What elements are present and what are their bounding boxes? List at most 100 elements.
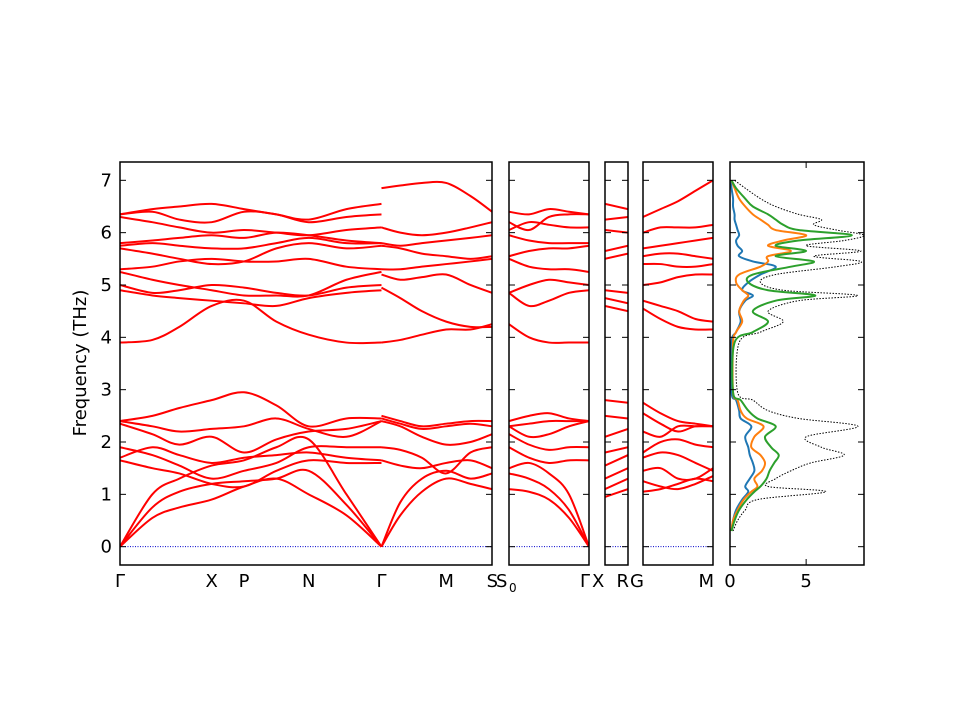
phonon-branch xyxy=(509,234,589,245)
y-tick-label: 3 xyxy=(101,380,112,401)
x-tick-label: M xyxy=(698,571,714,592)
phonon-branch xyxy=(380,286,492,329)
phonon-branch xyxy=(643,475,713,491)
dos-curve xyxy=(730,179,853,532)
phonon-branch xyxy=(509,420,589,439)
phonon-branch xyxy=(605,304,628,313)
phonon-branch xyxy=(120,236,382,250)
phonon-branch xyxy=(509,488,589,548)
phonon-branch xyxy=(509,221,589,231)
phonon-branch xyxy=(509,208,589,216)
phonon-branch xyxy=(381,417,492,430)
phonon-branch xyxy=(120,289,382,308)
x-tick-label: 5 xyxy=(800,571,811,592)
y-tick-label: 7 xyxy=(101,170,112,191)
phonon-branch xyxy=(643,401,713,428)
phonon-branch xyxy=(605,297,628,305)
phonon-branch xyxy=(509,323,589,344)
phonon-branch xyxy=(509,213,589,232)
x-tick-label: M xyxy=(438,571,454,592)
phonon-branch xyxy=(605,427,628,438)
phonon-branch xyxy=(120,202,382,221)
phonon-branch xyxy=(605,454,628,467)
phonon-branch xyxy=(120,231,382,245)
x-tick-label: S xyxy=(496,571,507,592)
phonon-branch xyxy=(605,488,628,498)
phonon-branch xyxy=(381,420,492,446)
phonon-branch xyxy=(605,399,628,404)
phonon-branch xyxy=(120,270,382,298)
phonon-branch xyxy=(120,468,383,548)
phonon-branch xyxy=(643,179,713,218)
y-axis-label: Frequency (THz) xyxy=(70,290,91,437)
phonon-branch xyxy=(605,252,628,260)
phonon-branch xyxy=(381,273,492,294)
phonon-branch xyxy=(120,435,383,548)
phonon-branch xyxy=(605,446,628,454)
plot-area xyxy=(730,179,864,532)
phonon-branch xyxy=(381,221,492,237)
phonon-branch xyxy=(120,391,382,428)
plot-area xyxy=(509,208,589,548)
band-structure-1-panel: 0 1 2 3 4 5 6 7 Γ X P N Γ M S xyxy=(101,161,498,592)
phonon-branch xyxy=(643,412,713,433)
plot-area xyxy=(605,202,628,548)
x-tick-label: X xyxy=(592,571,604,592)
phonon-branch xyxy=(381,257,492,271)
phonon-branch xyxy=(380,477,492,548)
plot-area xyxy=(643,179,713,548)
phonon-branch xyxy=(605,202,628,211)
panel-frame xyxy=(729,161,865,566)
x-tick-label: R xyxy=(616,571,629,592)
phonon-branch xyxy=(605,477,628,491)
phonon-branch xyxy=(120,417,382,438)
phonon-branch xyxy=(509,257,589,273)
phonon-branch xyxy=(509,446,589,464)
phonon-branch xyxy=(381,446,492,475)
panel-frame xyxy=(642,161,714,566)
dos-curve xyxy=(730,179,808,532)
phonon-branch xyxy=(643,466,713,481)
phonon-branch xyxy=(509,289,589,308)
y-tick-label: 4 xyxy=(101,327,112,348)
phonon-branch xyxy=(643,451,713,472)
panel-frame xyxy=(604,161,629,566)
phonon-branch xyxy=(605,467,628,480)
phonon-branch xyxy=(509,461,589,548)
phonon-branch xyxy=(643,299,713,323)
phonon-branch xyxy=(381,234,492,247)
x-tick-label: X xyxy=(205,571,217,592)
phonon-branch xyxy=(643,236,713,250)
phonon-branch xyxy=(643,438,713,454)
phonon-branch xyxy=(120,242,382,266)
phonon-branch xyxy=(643,252,713,260)
phonon-branch xyxy=(120,420,382,454)
phonon-branch xyxy=(509,419,589,428)
x-tick-label: Γ xyxy=(580,571,590,592)
y-tick-label: 0 xyxy=(101,537,112,558)
phonon-branch xyxy=(605,289,628,294)
phonon-branch xyxy=(120,459,382,489)
phonon-branch xyxy=(643,477,713,493)
panel-frame xyxy=(508,161,590,566)
panel-frame xyxy=(119,161,493,566)
x-tick-label: S xyxy=(487,571,498,592)
phonon-branch xyxy=(381,244,492,260)
phonon-branch xyxy=(509,472,589,548)
y-tick-label: 1 xyxy=(101,484,112,505)
phonon-branch xyxy=(605,215,628,221)
phonon-branch xyxy=(643,223,713,234)
phonon-branch xyxy=(380,469,492,548)
x-tick-label: P xyxy=(239,571,250,592)
phonon-branch xyxy=(381,180,492,213)
phonon-branch xyxy=(509,433,589,451)
phonon-branch xyxy=(120,215,382,237)
phonon-branch xyxy=(120,283,382,297)
phonon-branch xyxy=(381,323,492,344)
phonon-branch xyxy=(605,414,628,420)
